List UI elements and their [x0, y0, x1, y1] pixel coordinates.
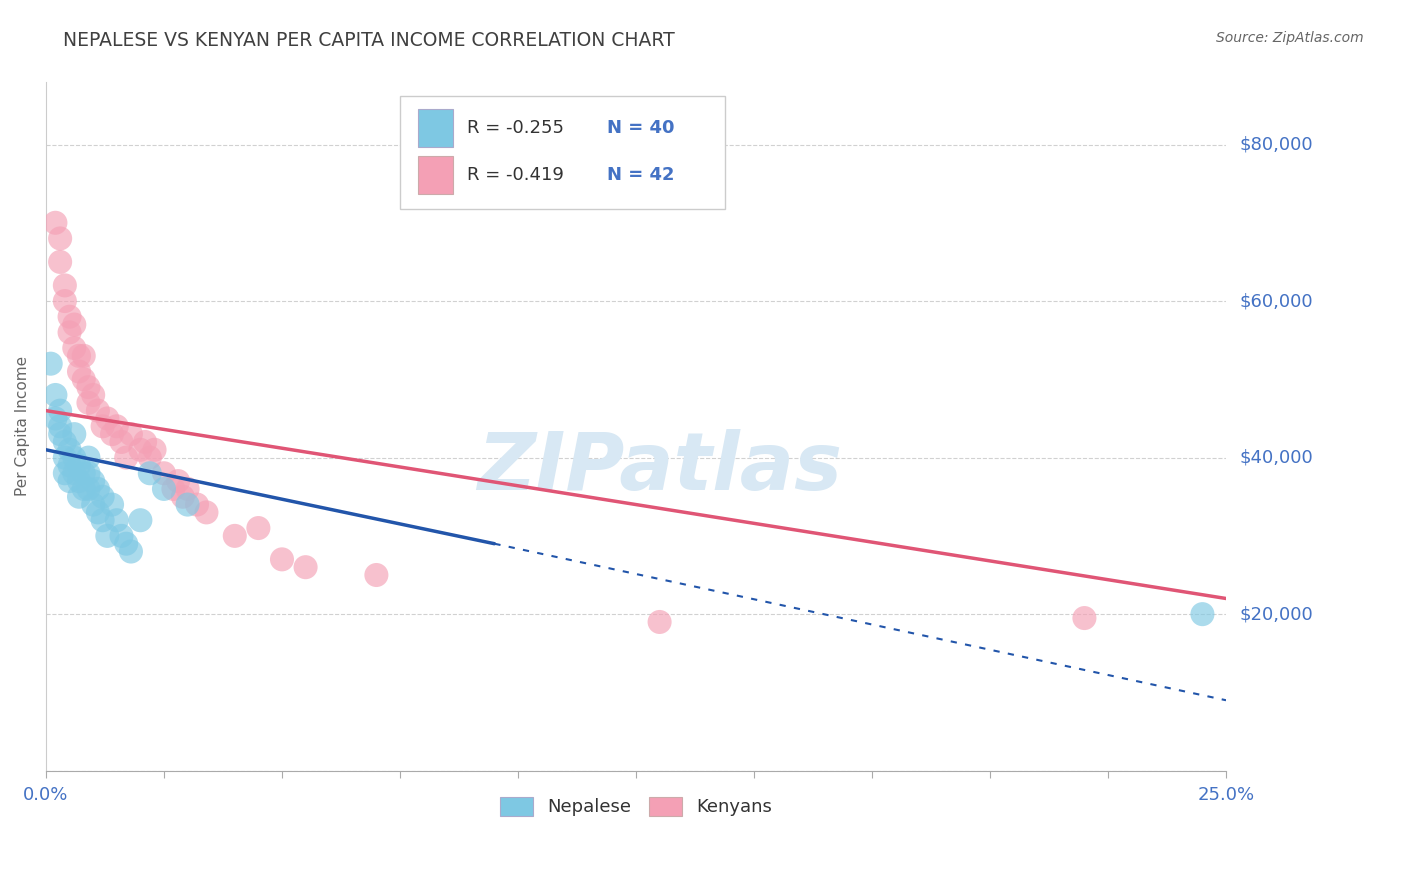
Point — [101, 498, 124, 512]
Point — [58, 458, 80, 473]
Point — [82, 474, 104, 488]
Point — [186, 498, 208, 512]
Point — [53, 294, 76, 309]
Point — [162, 482, 184, 496]
Point — [1073, 611, 1095, 625]
Point — [53, 434, 76, 449]
Point — [91, 419, 114, 434]
Point — [224, 529, 246, 543]
Point — [67, 349, 90, 363]
Point — [139, 467, 162, 481]
Point — [247, 521, 270, 535]
Point — [53, 450, 76, 465]
Point — [82, 498, 104, 512]
Point — [63, 341, 86, 355]
Point — [53, 278, 76, 293]
Point — [153, 467, 176, 481]
Point — [271, 552, 294, 566]
Point — [67, 474, 90, 488]
Point — [73, 482, 96, 496]
Text: R = -0.255: R = -0.255 — [467, 119, 564, 137]
Point — [44, 411, 66, 425]
Point — [77, 450, 100, 465]
Point — [129, 442, 152, 457]
Text: N = 42: N = 42 — [606, 166, 673, 184]
Point — [87, 505, 110, 519]
Text: Source: ZipAtlas.com: Source: ZipAtlas.com — [1216, 31, 1364, 45]
Point — [167, 474, 190, 488]
Text: $40,000: $40,000 — [1240, 449, 1313, 467]
Point — [91, 513, 114, 527]
Point — [77, 482, 100, 496]
Point — [58, 474, 80, 488]
Point — [77, 396, 100, 410]
Point — [67, 364, 90, 378]
Point — [39, 357, 62, 371]
Point — [63, 318, 86, 332]
Text: ZIPatlas: ZIPatlas — [477, 429, 842, 507]
Text: $60,000: $60,000 — [1240, 292, 1313, 310]
Point — [110, 434, 132, 449]
Point — [120, 544, 142, 558]
Point — [49, 403, 72, 417]
Point — [58, 326, 80, 340]
Point — [73, 349, 96, 363]
Point — [1191, 607, 1213, 622]
Point — [143, 442, 166, 457]
Point — [101, 427, 124, 442]
Point — [49, 419, 72, 434]
Point — [96, 411, 118, 425]
Legend: Nepalese, Kenyans: Nepalese, Kenyans — [494, 789, 779, 823]
Point — [87, 403, 110, 417]
FancyBboxPatch shape — [418, 156, 453, 194]
FancyBboxPatch shape — [418, 109, 453, 147]
Point — [53, 467, 76, 481]
Point — [44, 388, 66, 402]
Point — [176, 482, 198, 496]
Point — [195, 505, 218, 519]
Point — [67, 490, 90, 504]
Point — [58, 442, 80, 457]
Point — [172, 490, 194, 504]
Point — [96, 529, 118, 543]
Point — [129, 513, 152, 527]
Point — [105, 513, 128, 527]
Point — [110, 529, 132, 543]
Y-axis label: Per Capita Income: Per Capita Income — [15, 356, 30, 496]
Text: N = 40: N = 40 — [606, 119, 673, 137]
Point — [115, 450, 138, 465]
Point — [63, 467, 86, 481]
Point — [63, 427, 86, 442]
Point — [58, 310, 80, 324]
Point — [77, 380, 100, 394]
Text: R = -0.419: R = -0.419 — [467, 166, 564, 184]
Point — [63, 450, 86, 465]
Point — [49, 427, 72, 442]
Point — [294, 560, 316, 574]
Point — [120, 427, 142, 442]
Text: $80,000: $80,000 — [1240, 136, 1313, 153]
Point — [77, 467, 100, 481]
Point — [176, 498, 198, 512]
Text: NEPALESE VS KENYAN PER CAPITA INCOME CORRELATION CHART: NEPALESE VS KENYAN PER CAPITA INCOME COR… — [63, 31, 675, 50]
FancyBboxPatch shape — [399, 95, 724, 210]
Point — [115, 537, 138, 551]
Point — [139, 450, 162, 465]
Point — [105, 419, 128, 434]
Point — [366, 568, 388, 582]
Text: $20,000: $20,000 — [1240, 605, 1313, 624]
Point — [134, 434, 156, 449]
Point — [153, 482, 176, 496]
Point — [73, 467, 96, 481]
Point — [648, 615, 671, 629]
Point — [49, 255, 72, 269]
Point — [49, 231, 72, 245]
Point — [73, 372, 96, 386]
Point — [91, 490, 114, 504]
Point — [44, 216, 66, 230]
Point — [82, 388, 104, 402]
Point — [67, 458, 90, 473]
Point — [87, 482, 110, 496]
